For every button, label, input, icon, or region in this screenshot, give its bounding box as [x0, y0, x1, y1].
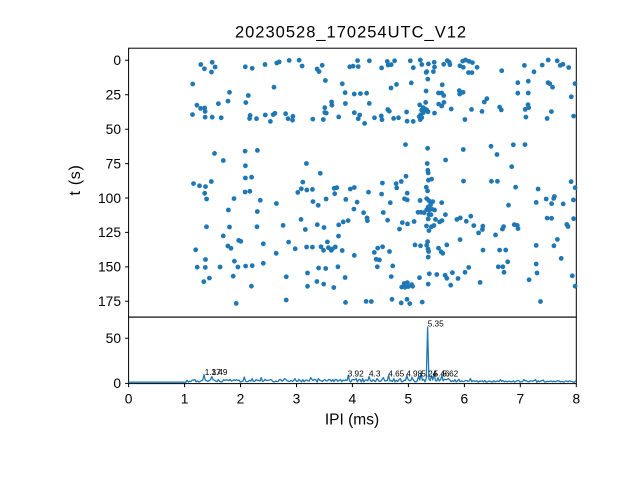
svg-text:75: 75: [106, 156, 122, 171]
svg-text:4: 4: [349, 392, 357, 407]
svg-text:7: 7: [516, 392, 524, 407]
svg-text:100: 100: [98, 191, 121, 206]
svg-text:3.92: 3.92: [348, 369, 364, 378]
svg-text:5.24: 5.24: [421, 369, 437, 378]
svg-text:0: 0: [113, 53, 121, 68]
svg-text:50: 50: [106, 122, 122, 137]
svg-text:0: 0: [125, 392, 133, 407]
svg-text:5: 5: [405, 392, 413, 407]
svg-text:4.3: 4.3: [369, 369, 381, 378]
svg-text:2: 2: [237, 392, 245, 407]
svg-text:25: 25: [106, 88, 122, 103]
svg-text:5.62: 5.62: [442, 369, 458, 378]
svg-text:150: 150: [98, 260, 121, 275]
svg-text:5.46: 5.46: [434, 369, 450, 378]
svg-text:1: 1: [181, 392, 189, 407]
svg-text:1.49: 1.49: [212, 368, 228, 377]
svg-text:1.37: 1.37: [205, 368, 221, 377]
svg-text:t (s): t (s): [67, 164, 84, 195]
svg-text:5.35: 5.35: [428, 320, 444, 329]
svg-text:20230528_170254UTC_V12: 20230528_170254UTC_V12: [235, 24, 467, 42]
svg-text:50: 50: [106, 331, 122, 346]
svg-text:4.98: 4.98: [406, 369, 422, 378]
svg-text:0: 0: [113, 376, 121, 391]
svg-text:8: 8: [572, 392, 580, 407]
svg-text:6: 6: [461, 392, 469, 407]
svg-text:3: 3: [293, 392, 301, 407]
svg-text:4.65: 4.65: [388, 369, 404, 378]
svg-text:125: 125: [98, 225, 121, 240]
svg-text:175: 175: [98, 294, 121, 309]
svg-text:IPI (ms): IPI (ms): [325, 411, 379, 428]
